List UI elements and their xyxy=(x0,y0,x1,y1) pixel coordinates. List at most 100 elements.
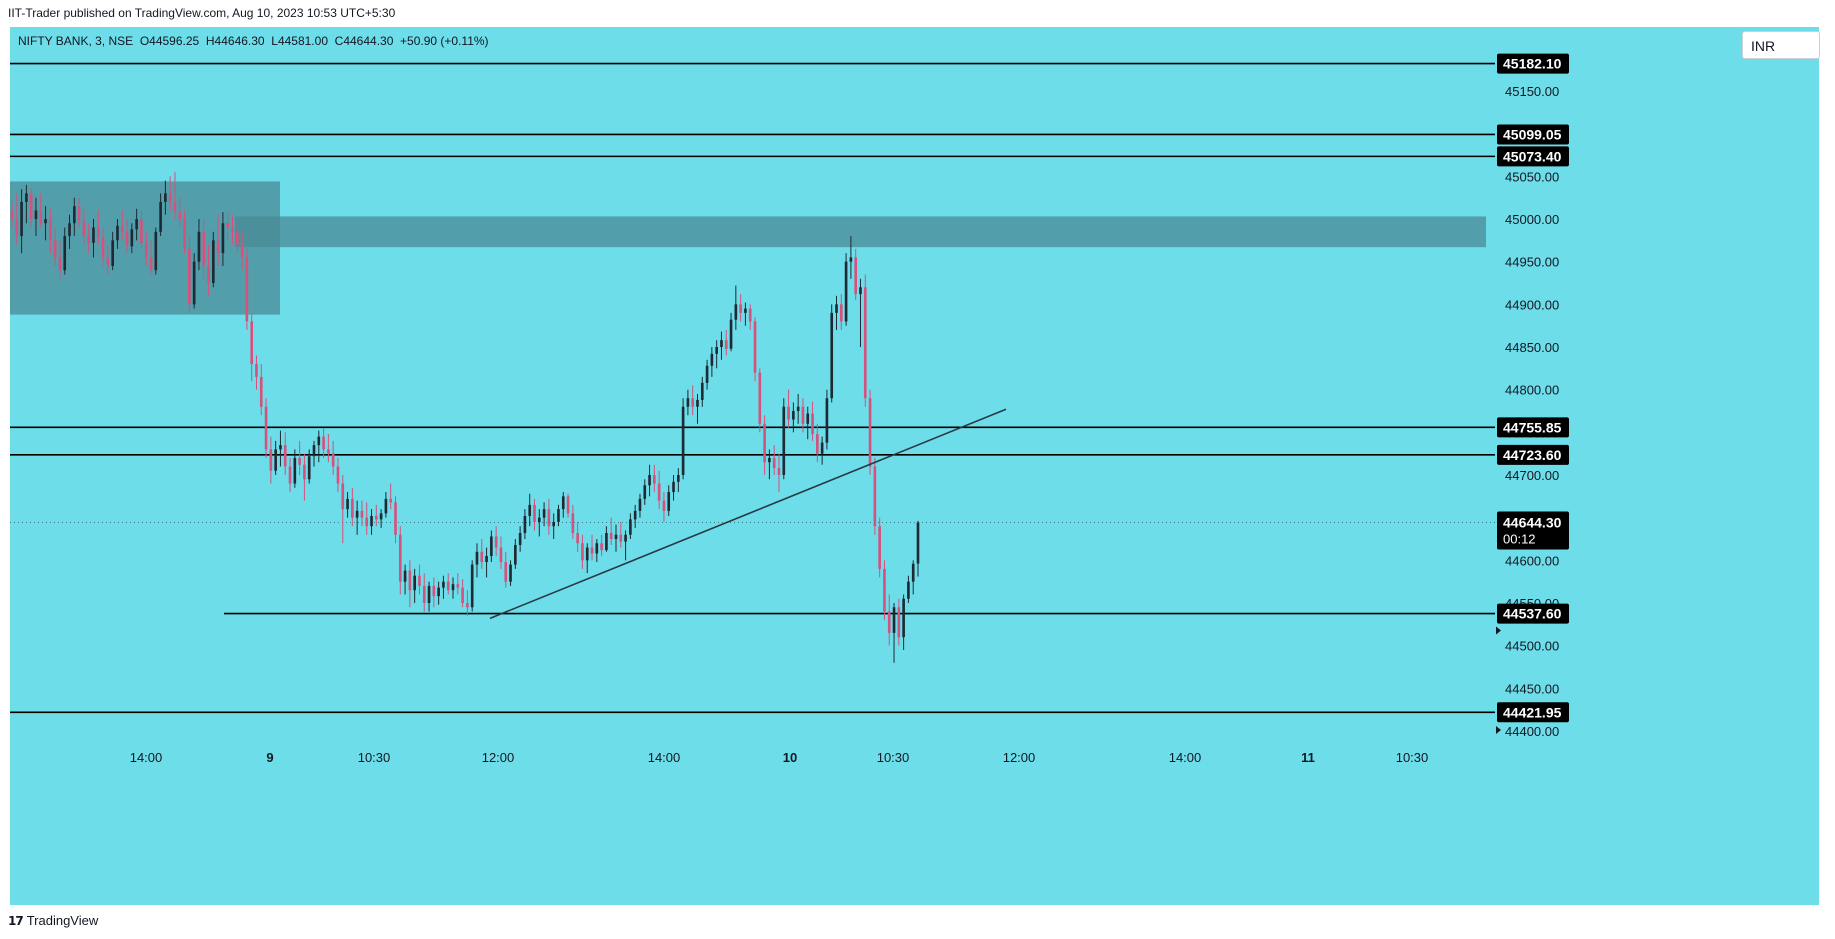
candle-body xyxy=(274,449,277,470)
candle-body xyxy=(188,249,191,304)
price-chart-svg[interactable]: 44400.0044450.0044500.0044550.0044600.00… xyxy=(10,27,1819,905)
candle-body xyxy=(452,584,455,590)
candle-body xyxy=(35,210,38,219)
candle-body xyxy=(596,543,599,553)
candle-body xyxy=(217,240,220,253)
level-price-label-text: 44537.60 xyxy=(1503,606,1562,622)
candle-body xyxy=(763,424,766,462)
candle-body xyxy=(466,603,469,607)
candle-body xyxy=(150,257,153,270)
candle-body xyxy=(500,548,503,563)
candle-body xyxy=(30,193,33,219)
candle-body xyxy=(222,223,225,253)
candle-body xyxy=(433,586,436,596)
candle-body xyxy=(600,543,603,550)
candle-body xyxy=(591,548,594,554)
y-tick-label: 45000.00 xyxy=(1505,212,1559,227)
candle-body xyxy=(246,257,249,321)
level-price-label-text: 45182.10 xyxy=(1503,56,1562,72)
supply-zone-2 xyxy=(235,216,1486,247)
candle-body xyxy=(706,366,709,383)
candle-body xyxy=(888,612,891,633)
candle-body xyxy=(418,576,421,586)
candle-body xyxy=(389,499,392,502)
candle-body xyxy=(758,373,761,424)
candle-body xyxy=(370,516,373,526)
candle-body xyxy=(682,407,685,475)
candle-body xyxy=(878,526,881,569)
candle-body xyxy=(260,377,263,407)
candle-body xyxy=(250,321,253,364)
candle-body xyxy=(178,212,181,219)
x-tick-label: 10 xyxy=(783,750,797,765)
candle-body xyxy=(552,522,555,526)
candle-body xyxy=(490,536,493,556)
candle-body xyxy=(68,223,71,236)
y-tick-label: 44500.00 xyxy=(1505,639,1559,654)
candle-body xyxy=(322,437,325,450)
tradingview-logo-icon: 17 xyxy=(8,914,23,928)
candle-body xyxy=(327,449,330,453)
candle-body xyxy=(634,511,637,520)
candle-body xyxy=(308,456,311,479)
candle-body xyxy=(830,313,833,398)
candle-body xyxy=(140,219,143,243)
level-price-label-text: 44421.95 xyxy=(1503,704,1562,720)
candle-body xyxy=(169,193,172,202)
candle-body xyxy=(586,548,589,561)
candle-body xyxy=(303,465,306,480)
candle-body xyxy=(826,398,829,442)
candle-body xyxy=(874,466,877,526)
candle-body xyxy=(212,240,215,283)
candle-body xyxy=(639,499,642,511)
chart-pane[interactable]: 44400.0044450.0044500.0044550.0044600.00… xyxy=(10,27,1819,905)
x-tick-label: 11 xyxy=(1301,750,1315,765)
candle-body xyxy=(265,407,268,450)
candle-body xyxy=(154,232,157,270)
candle-body xyxy=(226,223,229,227)
currency-selector[interactable]: INR xyxy=(1742,31,1820,59)
candle-body xyxy=(615,535,618,539)
candle-body xyxy=(840,304,843,321)
candle-body xyxy=(54,240,57,257)
trendline xyxy=(490,409,1006,618)
candle-body xyxy=(59,257,62,270)
candle-body xyxy=(907,582,910,599)
candle-body xyxy=(821,443,824,454)
candle-body xyxy=(164,193,167,202)
last-price-label-text: 44644.30 xyxy=(1503,515,1562,531)
candle-body xyxy=(15,219,18,236)
candle-body xyxy=(528,505,531,516)
candle-body xyxy=(121,226,124,232)
candle-body xyxy=(428,586,431,603)
level-price-label-text: 44723.60 xyxy=(1503,447,1562,463)
candle-body xyxy=(380,513,383,519)
candle-body xyxy=(581,543,584,560)
candle-body xyxy=(183,219,186,249)
candle-body xyxy=(720,340,723,347)
candle-body xyxy=(898,607,901,637)
candle-body xyxy=(413,576,416,591)
candle-body xyxy=(20,202,23,236)
candle-body xyxy=(49,219,52,240)
y-tick-label: 44450.00 xyxy=(1505,681,1559,696)
candle-body xyxy=(111,240,114,266)
candle-body xyxy=(236,232,239,245)
candle-body xyxy=(361,511,364,518)
candle-body xyxy=(715,347,718,354)
x-tick-label: 10:30 xyxy=(877,750,910,765)
candle-body xyxy=(337,466,340,483)
candle-body xyxy=(701,383,704,400)
candle-body xyxy=(663,501,666,511)
candle-body xyxy=(711,354,714,366)
candle-body xyxy=(509,565,512,582)
candle-body xyxy=(485,556,488,562)
candle-body xyxy=(202,232,205,266)
candle-body xyxy=(605,533,608,550)
candle-body xyxy=(159,202,162,232)
candle-body xyxy=(859,287,862,294)
candle-body xyxy=(298,458,301,465)
candle-body xyxy=(504,562,507,582)
candle-body xyxy=(610,533,613,539)
candle-body xyxy=(619,535,622,542)
